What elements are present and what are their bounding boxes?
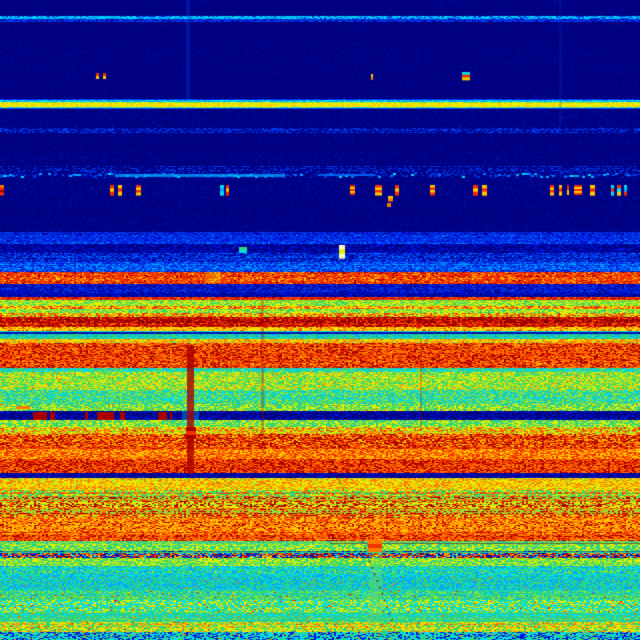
- spectrogram-heatmap: [0, 0, 640, 640]
- spectrogram-view: [0, 0, 640, 640]
